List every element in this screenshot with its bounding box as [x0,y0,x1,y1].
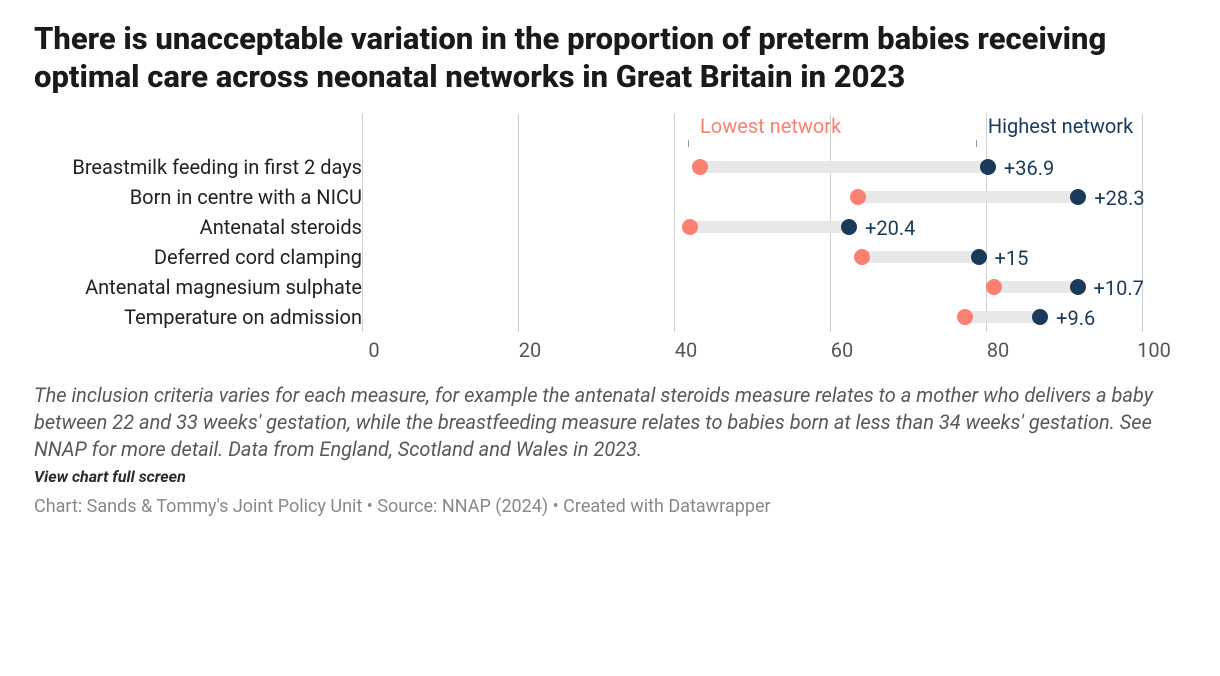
low-dot [957,309,973,325]
data-row: Breastmilk feeding in first 2 days +36.9 [34,152,1186,182]
chart-title: There is unacceptable variation in the p… [34,20,1186,96]
range-bar [700,161,988,173]
low-dot [854,249,870,265]
chart-area: Lowest network Highest network Breastmilk… [34,114,1186,362]
x-tick: 80 [987,338,1009,362]
x-tick: 0 [368,338,379,362]
x-axis: 0 20 40 60 80 100 [34,332,1186,362]
row-plot: +15 [374,242,1154,272]
diff-label: +9.6 [1056,306,1095,330]
high-dot [1032,309,1048,325]
legend-tick-high [976,140,977,147]
diff-label: +20.4 [865,216,915,240]
range-bar [994,281,1077,293]
high-dot [1070,189,1086,205]
row-plot: +10.7 [374,272,1154,302]
row-label: Antenatal magnesium sulphate [34,275,374,299]
low-dot [692,159,708,175]
high-dot [1070,279,1086,295]
diff-label: +10.7 [1094,276,1144,300]
range-bar [965,311,1040,323]
x-axis-plot: 020406080100 [374,330,1154,364]
legend-tick-low [688,140,689,147]
high-dot [980,159,996,175]
x-tick: 60 [831,338,853,362]
high-dot [971,249,987,265]
view-fullscreen-link[interactable]: View chart full screen [34,467,186,486]
row-plot: +20.4 [374,212,1154,242]
row-label: Born in centre with a NICU [34,185,374,209]
low-dot [850,189,866,205]
chart-notes: The inclusion criteria varies for each m… [34,382,1186,463]
range-bar [862,251,979,263]
row-label: Breastmilk feeding in first 2 days [34,155,374,179]
data-row: Born in centre with a NICU +28.3 [34,182,1186,212]
row-plot: +36.9 [374,152,1154,182]
legend-high-label: Highest network [988,114,1133,138]
diff-label: +15 [995,246,1029,270]
chart-container: There is unacceptable variation in the p… [0,0,1220,543]
legend-row: Lowest network Highest network [34,114,1186,152]
diff-label: +28.3 [1094,186,1144,210]
chart-source: Chart: Sands & Tommy's Joint Policy Unit… [34,496,1186,517]
legend-low-label: Lowest network [700,114,841,138]
x-tick: 40 [675,338,697,362]
data-row: Temperature on admission +9.6 [34,302,1186,332]
range-bar [690,221,849,233]
row-plot: +28.3 [374,182,1154,212]
row-label: Antenatal steroids [34,215,374,239]
high-dot [841,219,857,235]
low-dot [986,279,1002,295]
data-rows: Breastmilk feeding in first 2 days+36.9B… [34,152,1186,332]
row-plot: +9.6 [374,302,1154,332]
diff-label: +36.9 [1004,156,1054,180]
range-bar [858,191,1079,203]
data-row: Antenatal steroids +20.4 [34,212,1186,242]
data-row: Deferred cord clamping +15 [34,242,1186,272]
row-label: Temperature on admission [34,305,374,329]
x-tick: 20 [519,338,541,362]
legend-labels: Lowest network Highest network [362,114,1142,152]
row-label: Deferred cord clamping [34,245,374,269]
legend-spacer [34,114,362,152]
x-tick: 100 [1137,338,1171,362]
low-dot [682,219,698,235]
data-row: Antenatal magnesium sulphate +10.7 [34,272,1186,302]
